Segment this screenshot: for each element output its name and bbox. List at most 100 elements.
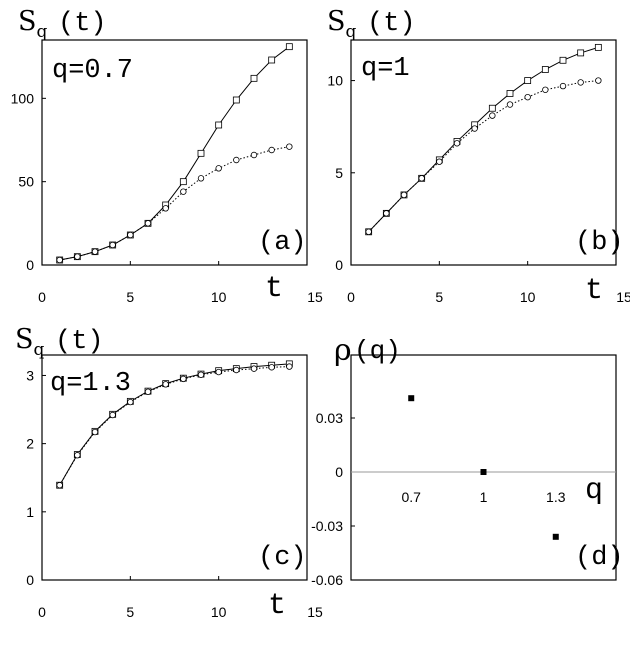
y-tick-label: 1	[26, 504, 34, 520]
circle-marker	[56, 256, 63, 264]
circle-marker	[400, 191, 408, 199]
square-marker	[179, 178, 187, 186]
circle-marker	[286, 363, 293, 370]
x-tick-label: 5	[435, 289, 443, 305]
y-label-main: S	[15, 324, 34, 355]
circle-marker	[144, 388, 152, 396]
data-point	[480, 469, 487, 475]
y-tick-label: 0	[335, 464, 343, 480]
circle-marker	[162, 205, 169, 212]
circle-marker	[453, 140, 461, 147]
circle-marker	[197, 371, 205, 378]
series-2-line	[59, 146, 290, 261]
circle-marker	[91, 248, 99, 255]
y-label-main: S	[18, 6, 37, 37]
circle-marker	[74, 452, 81, 459]
series-2-line	[368, 80, 599, 233]
circle-marker	[109, 241, 116, 249]
circle-marker	[109, 411, 116, 419]
plot-frame	[350, 354, 617, 581]
plot-frame	[41, 39, 308, 266]
y-tick-label: 5	[335, 165, 343, 181]
square-marker	[488, 104, 496, 112]
x-tick-label: 15	[616, 289, 630, 305]
data-point	[552, 533, 559, 540]
x-tick-label: 10	[520, 289, 536, 305]
circle-marker	[233, 366, 240, 374]
square-marker	[285, 43, 293, 51]
square-marker	[250, 74, 258, 82]
square-marker	[506, 90, 514, 97]
panel-label: (b)	[575, 228, 624, 258]
x-axis-label: q	[585, 474, 603, 508]
square-marker	[268, 56, 276, 64]
square-marker	[215, 121, 223, 129]
y-tick-label: 0	[335, 257, 343, 273]
x-tick-label: 0	[38, 289, 46, 305]
circle-marker	[56, 482, 63, 489]
square-marker	[541, 66, 549, 73]
circle-marker	[127, 231, 134, 239]
y-axis-label: Sq	[18, 6, 48, 42]
y-tick-label: 0.03	[316, 410, 343, 426]
x-tick-label: 10	[211, 289, 227, 305]
panel-label: (a)	[258, 228, 307, 258]
x-tick-label: 0	[38, 604, 46, 620]
circle-marker	[418, 175, 425, 182]
circle-marker	[127, 398, 134, 406]
x-tick-label: 5	[126, 604, 134, 620]
q-annotation: q=0.7	[52, 56, 133, 86]
y-label-main: S	[327, 6, 346, 37]
y-axis-label: Sq	[15, 324, 45, 360]
x-tick-label: 15	[307, 604, 323, 620]
x-tick-label: 0	[347, 289, 355, 305]
circle-marker	[268, 146, 275, 154]
y-axis-label: ρ	[334, 333, 352, 368]
circle-marker	[559, 82, 567, 90]
x-tick-label: 1	[480, 489, 488, 505]
square-marker	[594, 43, 602, 51]
y-tick-label: -0.03	[311, 518, 343, 534]
circle-marker	[180, 375, 187, 383]
data-point	[408, 395, 415, 402]
q-annotation: q=1.3	[50, 369, 131, 399]
x-tick-label: 1.3	[546, 489, 566, 505]
x-axis-label: t	[268, 589, 286, 623]
y-label-arg: (t)	[55, 327, 104, 357]
x-axis-label: t	[265, 272, 283, 306]
y-tick-label: 3	[26, 367, 34, 383]
square-marker	[232, 96, 240, 104]
square-marker	[559, 56, 567, 64]
circle-marker	[595, 77, 602, 84]
x-axis-label: t	[585, 274, 603, 308]
circle-marker	[74, 253, 81, 260]
panel-label: (d)	[575, 543, 624, 573]
x-tick-label: 5	[126, 289, 134, 305]
circle-marker	[144, 220, 152, 227]
circle-marker	[250, 151, 258, 159]
circle-marker	[250, 365, 258, 372]
square-marker	[577, 49, 585, 57]
circle-marker	[436, 158, 443, 165]
circle-marker	[180, 188, 187, 195]
circle-marker	[197, 175, 205, 182]
circle-marker	[268, 364, 275, 371]
circle-marker	[577, 79, 584, 86]
y-label-arg: (t)	[58, 9, 107, 39]
plot-frame	[41, 354, 308, 581]
y-tick-label: 50	[18, 174, 34, 190]
y-label-sub: q	[37, 22, 48, 42]
circle-marker	[383, 210, 390, 217]
x-tick-label: 15	[307, 289, 323, 305]
circle-marker	[506, 101, 514, 108]
circle-marker	[489, 112, 496, 119]
x-tick-label: 0.7	[401, 489, 421, 505]
x-tick-label: 10	[211, 604, 227, 620]
y-label-arg: (q)	[354, 336, 401, 366]
y-tick-label: 2	[26, 436, 34, 452]
circle-marker	[542, 86, 549, 93]
square-marker	[197, 149, 205, 157]
